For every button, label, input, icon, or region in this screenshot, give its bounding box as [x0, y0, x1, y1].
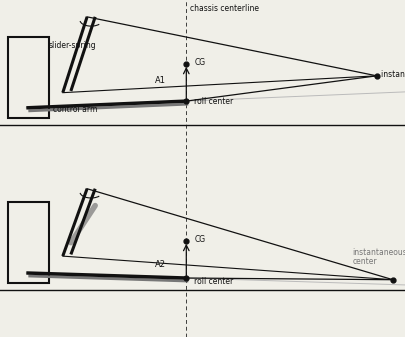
Bar	[8, 202, 49, 283]
Text: chassis centerline: chassis centerline	[190, 4, 259, 13]
Text: control arm: control arm	[53, 105, 97, 114]
Text: slider-spring: slider-spring	[49, 41, 96, 50]
Text: A1: A1	[155, 76, 166, 85]
Text: CG: CG	[194, 58, 205, 67]
Text: roll center: roll center	[194, 97, 234, 105]
Text: A2: A2	[155, 260, 166, 269]
Bar	[8, 37, 49, 118]
Text: instantaneous center: instantaneous center	[381, 70, 405, 79]
Text: center: center	[352, 257, 377, 266]
Text: roll center: roll center	[194, 277, 234, 286]
Text: instantaneous: instantaneous	[352, 248, 405, 257]
Text: CG: CG	[194, 235, 205, 244]
